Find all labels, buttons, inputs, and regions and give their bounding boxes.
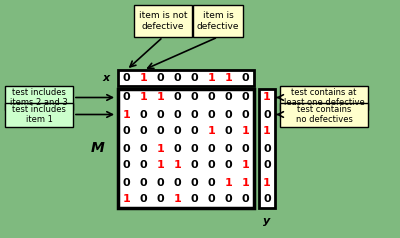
Text: 1: 1: [174, 160, 181, 170]
Text: test includes
items 2 and 3: test includes items 2 and 3: [10, 88, 68, 107]
Text: 0: 0: [191, 109, 198, 119]
Text: 1: 1: [263, 127, 271, 137]
Text: 0: 0: [242, 73, 249, 83]
Text: x: x: [103, 73, 110, 83]
Text: 0: 0: [242, 93, 249, 103]
Text: 1: 1: [123, 194, 130, 204]
Text: test includes
item 1: test includes item 1: [12, 105, 66, 124]
Text: 1: 1: [208, 127, 215, 137]
Text: 0: 0: [123, 73, 130, 83]
Text: 1: 1: [157, 160, 164, 170]
Text: 1: 1: [157, 144, 164, 154]
Text: 0: 0: [140, 144, 147, 154]
Text: item is not
defective: item is not defective: [139, 11, 187, 31]
Text: 1: 1: [225, 73, 232, 83]
Text: 0: 0: [191, 93, 198, 103]
Bar: [193, 5, 243, 37]
Text: 0: 0: [225, 194, 232, 204]
Text: 0: 0: [191, 160, 198, 170]
Text: M: M: [90, 142, 104, 155]
Text: 0: 0: [123, 144, 130, 154]
Text: 0: 0: [157, 178, 164, 188]
Text: 0: 0: [225, 160, 232, 170]
Text: 0: 0: [191, 127, 198, 137]
Text: y: y: [263, 216, 271, 226]
Bar: [134, 5, 192, 37]
Text: 0: 0: [263, 194, 271, 204]
Text: 0: 0: [140, 127, 147, 137]
Text: 0: 0: [263, 109, 271, 119]
Text: 1: 1: [208, 73, 215, 83]
Text: 1: 1: [263, 93, 271, 103]
Text: 1: 1: [225, 178, 232, 188]
Bar: [259, 89, 275, 208]
Text: 0: 0: [123, 160, 130, 170]
Text: 1: 1: [242, 178, 249, 188]
Text: 1: 1: [123, 109, 130, 119]
Text: 0: 0: [140, 160, 147, 170]
Bar: [5, 103, 73, 127]
Text: 0: 0: [208, 160, 215, 170]
Text: 0: 0: [225, 93, 232, 103]
Bar: [280, 85, 368, 109]
Text: 1: 1: [140, 73, 147, 83]
Text: 0: 0: [225, 144, 232, 154]
Text: 0: 0: [225, 109, 232, 119]
Text: 1: 1: [140, 93, 147, 103]
Text: 0: 0: [174, 178, 181, 188]
Text: 1: 1: [263, 178, 271, 188]
Text: 0: 0: [174, 144, 181, 154]
Bar: [118, 70, 254, 86]
Text: test contains
no defectives: test contains no defectives: [296, 105, 352, 124]
Text: 0: 0: [123, 178, 130, 188]
Bar: [118, 89, 254, 208]
Text: 0: 0: [123, 93, 130, 103]
Text: 0: 0: [157, 109, 164, 119]
Text: 0: 0: [208, 178, 215, 188]
Text: 0: 0: [174, 73, 181, 83]
Text: 0: 0: [263, 144, 271, 154]
Text: 0: 0: [242, 109, 249, 119]
Bar: [5, 85, 73, 109]
Text: 0: 0: [225, 127, 232, 137]
Text: 1: 1: [242, 127, 249, 137]
Text: 0: 0: [208, 93, 215, 103]
Text: 0: 0: [242, 144, 249, 154]
Text: 0: 0: [174, 93, 181, 103]
Text: 0: 0: [208, 109, 215, 119]
Text: 0: 0: [140, 178, 147, 188]
Text: 0: 0: [208, 144, 215, 154]
Text: test contains at
least one defective: test contains at least one defective: [284, 88, 364, 107]
Text: 0: 0: [174, 109, 181, 119]
Bar: [280, 103, 368, 127]
Text: 0: 0: [191, 144, 198, 154]
Text: 0: 0: [140, 109, 147, 119]
Text: 0: 0: [157, 73, 164, 83]
Text: 0: 0: [174, 127, 181, 137]
Text: 1: 1: [242, 160, 249, 170]
Text: 0: 0: [140, 194, 147, 204]
Text: 1: 1: [157, 93, 164, 103]
Text: 0: 0: [157, 194, 164, 204]
Text: 0: 0: [123, 127, 130, 137]
Text: 0: 0: [191, 178, 198, 188]
Text: item is
defective: item is defective: [197, 11, 239, 31]
Text: 0: 0: [157, 127, 164, 137]
Text: 0: 0: [191, 194, 198, 204]
Text: 0: 0: [208, 194, 215, 204]
Text: 0: 0: [263, 160, 271, 170]
Text: 0: 0: [191, 73, 198, 83]
Text: 0: 0: [242, 194, 249, 204]
Text: 1: 1: [174, 194, 181, 204]
